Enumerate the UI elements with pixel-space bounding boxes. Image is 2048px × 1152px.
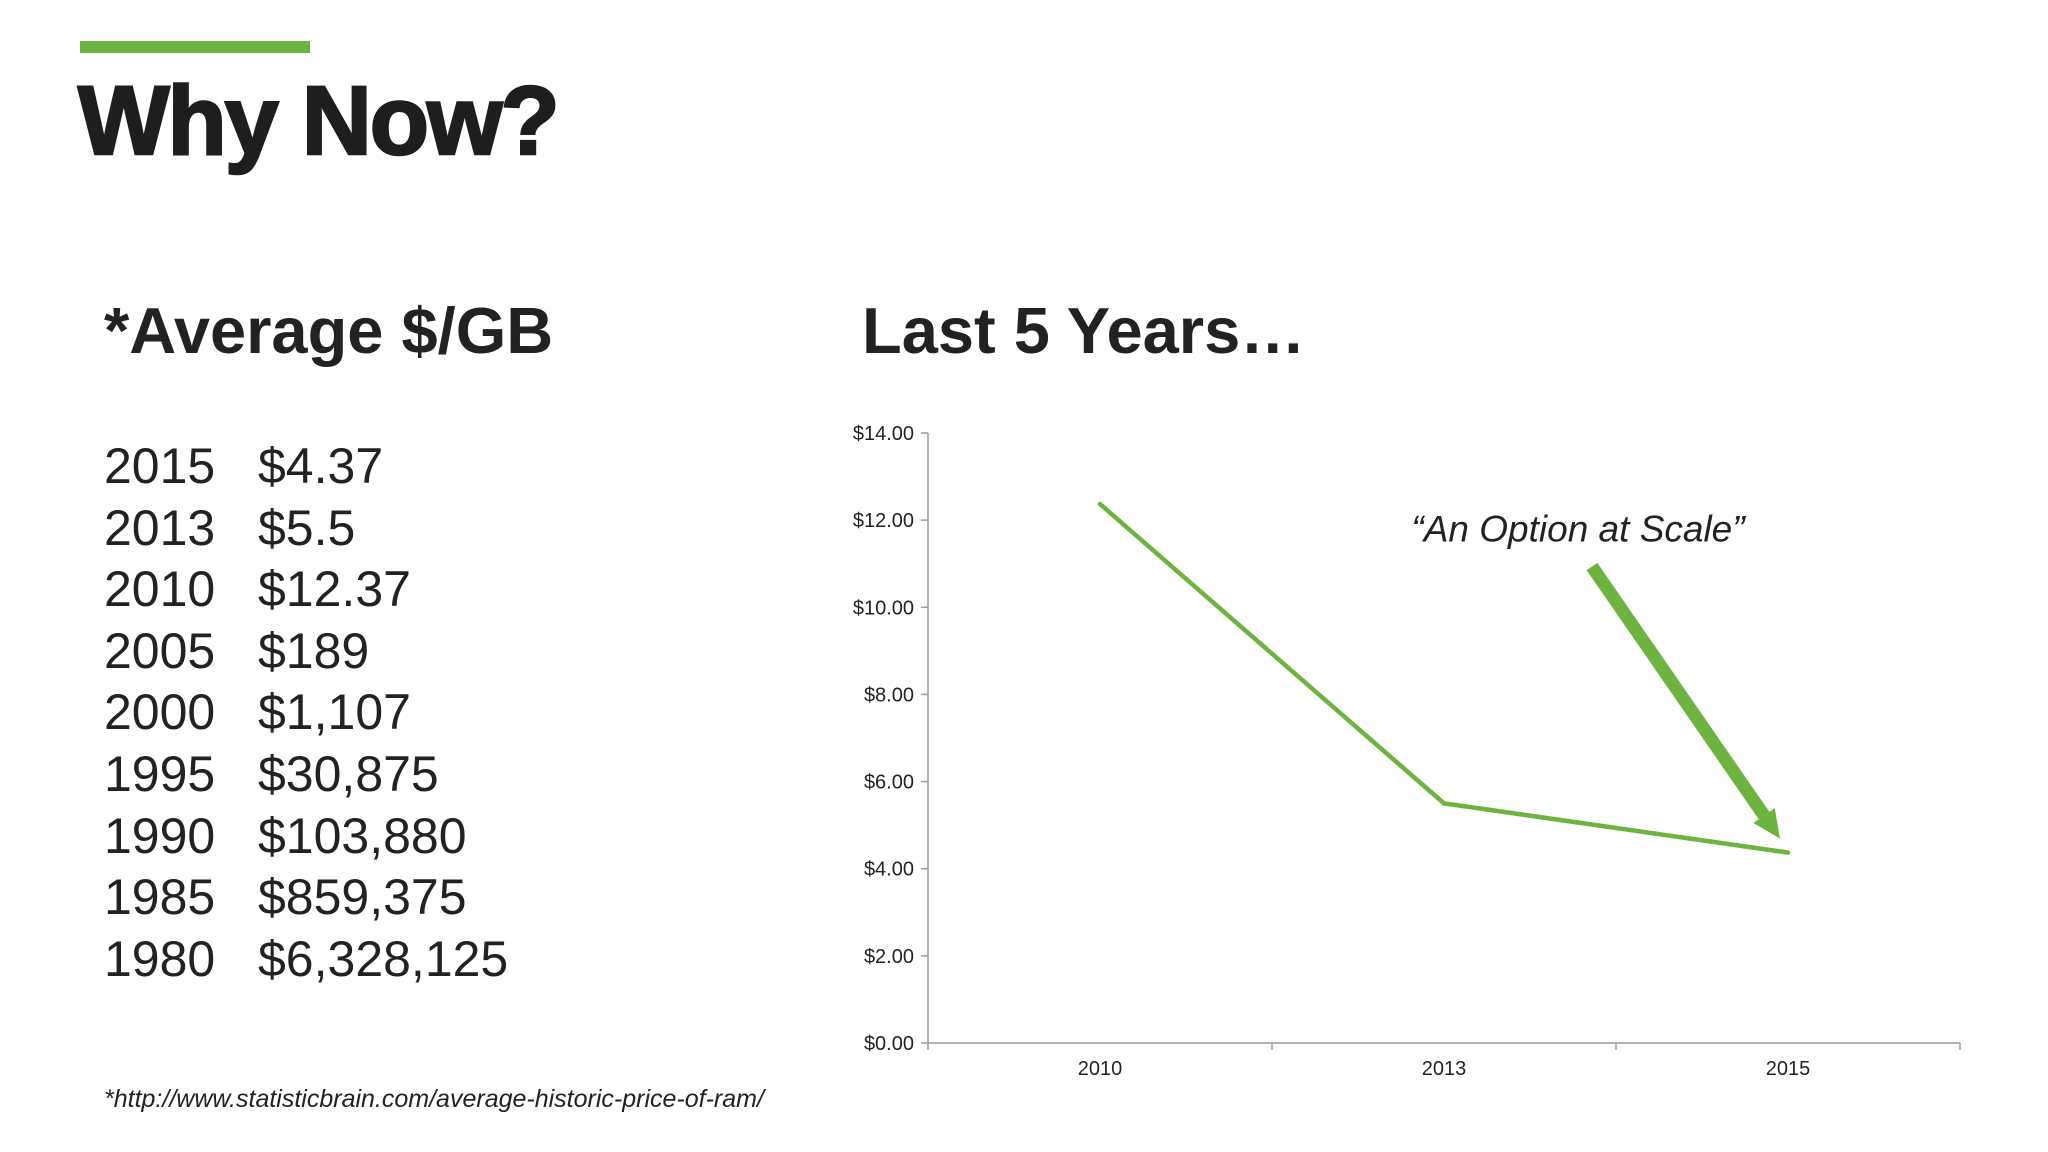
x-tick-label: 2013 — [1422, 1058, 1467, 1080]
price-value: $5.5 — [258, 499, 356, 556]
annotation-arrow-head — [1753, 808, 1780, 839]
price-row: 1995 $30,875 — [104, 744, 508, 806]
title-accent-bar — [80, 41, 310, 53]
price-value: $30,875 — [258, 745, 439, 802]
series-line — [1098, 502, 1789, 855]
y-tick-label: $6.00 — [864, 772, 914, 794]
y-tick-label: $12.00 — [853, 510, 914, 532]
x-tick-label: 2015 — [1766, 1058, 1811, 1080]
price-row: 2010 $12.37 — [104, 559, 508, 621]
price-row: 2005 $189 — [104, 621, 508, 683]
data-point — [1785, 850, 1791, 855]
price-row: 2015 $4.37 — [104, 436, 508, 498]
y-tick-label: $14.00 — [853, 423, 914, 445]
y-tick-label: $10.00 — [853, 597, 914, 619]
price-value: $12.37 — [258, 561, 411, 618]
price-value: $1,107 — [258, 684, 411, 741]
y-tick-label: $8.00 — [864, 684, 914, 706]
price-year: 1995 — [104, 745, 216, 802]
y-tick-label: $4.00 — [864, 859, 914, 881]
price-year: 1985 — [104, 869, 216, 926]
price-list: 2015 $4.37 2013 $5.5 2010 $12.37 2005 $189 2000 $… — [104, 436, 508, 990]
price-year: 2010 — [104, 561, 216, 618]
data-point — [1097, 501, 1103, 507]
x-tick-label: 2010 — [1078, 1058, 1123, 1080]
price-value: $6,328,125 — [258, 930, 509, 987]
price-year: 1980 — [104, 930, 216, 987]
price-year: 2005 — [104, 622, 216, 679]
price-value: $859,375 — [258, 869, 467, 926]
price-value: $4.37 — [258, 438, 384, 494]
slide-title: Why Now? — [77, 66, 561, 175]
price-list-heading: *Average $/GB — [104, 294, 554, 367]
price-row: 2013 $5.5 — [104, 498, 508, 560]
price-value: $103,880 — [258, 807, 467, 864]
price-year: 2015 — [104, 438, 216, 494]
price-year: 1990 — [104, 807, 216, 864]
price-value: $189 — [258, 622, 370, 679]
chart-heading: Last 5 Years… — [862, 294, 1306, 367]
price-year: 2000 — [104, 684, 216, 741]
price-row: 1990 $103,880 — [104, 806, 508, 868]
data-point — [1441, 801, 1447, 806]
price-row: 1980 $6,328,125 — [104, 929, 508, 991]
annotation-arrow-shaft — [1586, 562, 1770, 820]
annotation-text: “An Option at Scale” — [1411, 509, 1746, 550]
price-year: 2013 — [104, 499, 216, 556]
y-tick-label: $0.00 — [864, 1033, 914, 1055]
source-note: *http://www.statisticbrain.com/average-h… — [104, 1085, 764, 1113]
price-row: 1985 $859,375 — [104, 867, 508, 929]
price-row: 2000 $1,107 — [104, 682, 508, 744]
y-tick-label: $2.00 — [864, 946, 914, 968]
